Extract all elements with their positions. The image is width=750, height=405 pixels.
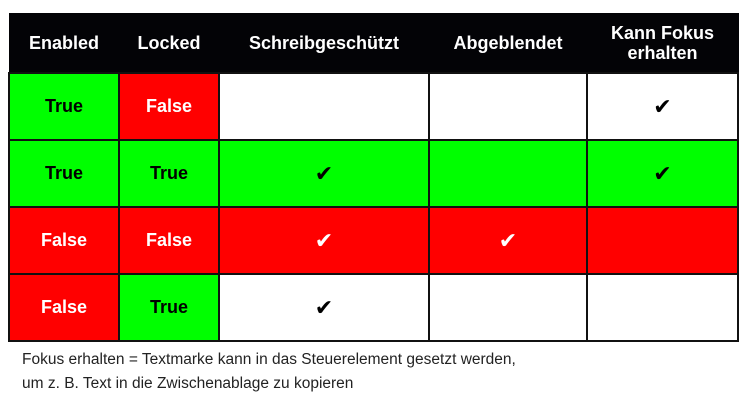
table-cell <box>428 273 588 342</box>
column-header: Abgeblendet <box>428 13 588 74</box>
table-cell: True <box>118 139 220 208</box>
table-cell <box>428 72 588 141</box>
table-cell: True <box>8 72 120 141</box>
checkmark-icon: ✔ <box>586 72 739 141</box>
table-cell: False <box>118 72 220 141</box>
header-row: Enabled Locked Schreibgeschützt Abgeblendet… <box>8 13 739 74</box>
table-row: True True ✔ ✔ <box>8 139 739 208</box>
column-header: Enabled <box>8 13 120 74</box>
table-cell: False <box>8 206 120 275</box>
checkmark-icon: ✔ <box>218 139 430 208</box>
checkmark-icon: ✔ <box>586 139 739 208</box>
table-cell <box>218 72 430 141</box>
column-header: Kann Fokus erhalten <box>586 13 739 74</box>
table-row: False True ✔ <box>8 273 739 342</box>
checkmark-icon: ✔ <box>428 206 588 275</box>
table-cell <box>586 273 739 342</box>
footnote-line: Fokus erhalten = Textmarke kann in das S… <box>22 351 516 368</box>
column-header: Locked <box>118 13 220 74</box>
table-cell: False <box>118 206 220 275</box>
footnote: Fokus erhalten = Textmarke kann in das S… <box>22 348 516 396</box>
checkmark-icon: ✔ <box>218 273 430 342</box>
checkmark-icon: ✔ <box>218 206 430 275</box>
column-header: Schreibgeschützt <box>218 13 430 74</box>
state-table: Enabled Locked Schreibgeschützt Abgeblendet… <box>8 13 739 342</box>
table-row: False False ✔ ✔ <box>8 206 739 275</box>
table-row: True False ✔ <box>8 72 739 141</box>
footnote-line: um z. B. Text in die Zwischenablage zu k… <box>22 375 354 392</box>
table-cell: True <box>118 273 220 342</box>
table-cell: True <box>8 139 120 208</box>
table-cell <box>428 139 588 208</box>
table-cell: False <box>8 273 120 342</box>
table-cell <box>586 206 739 275</box>
